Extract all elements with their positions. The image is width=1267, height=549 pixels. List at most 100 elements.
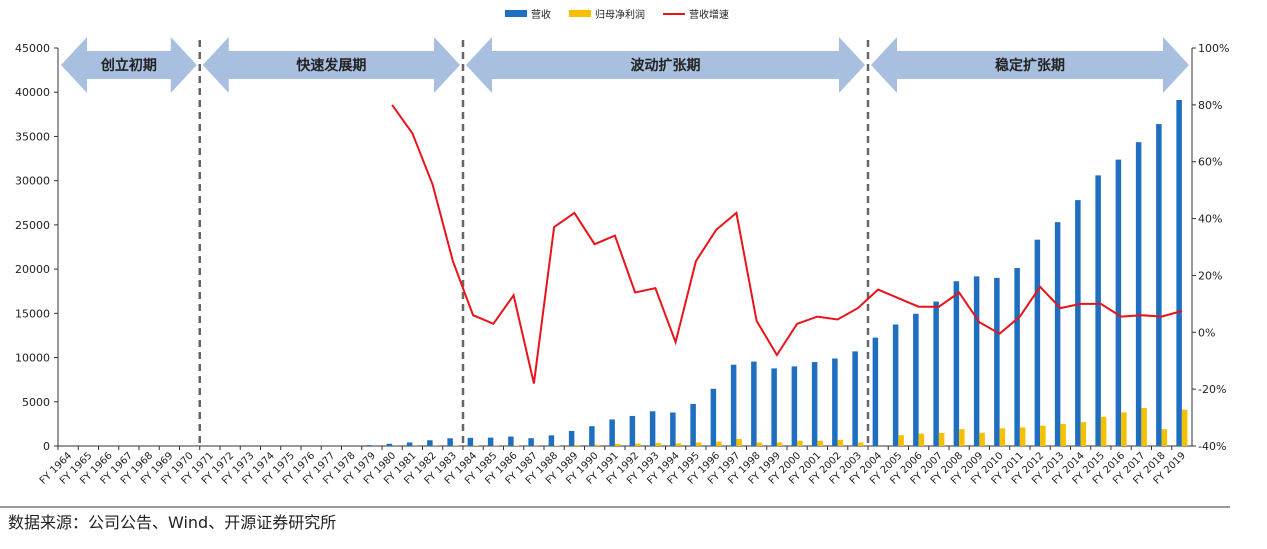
bar <box>792 366 798 446</box>
bar <box>609 419 615 446</box>
phase-label: 快速发展期 <box>296 57 366 74</box>
bar <box>615 444 621 446</box>
bar <box>933 302 939 446</box>
bar <box>711 389 717 446</box>
bar <box>893 324 899 446</box>
bar <box>832 359 838 446</box>
y2-tick-label: -40% <box>1198 440 1226 453</box>
bar <box>366 445 372 446</box>
source-note: 数据来源：公司公告、Wind、开源证券研究所 <box>8 513 336 532</box>
bar <box>913 314 919 446</box>
bar <box>1014 268 1020 446</box>
y-tick-label: 10000 <box>15 352 50 365</box>
bar <box>751 362 757 446</box>
bar <box>554 445 560 446</box>
bar <box>595 445 601 446</box>
bar <box>1020 427 1026 446</box>
bar <box>427 440 433 446</box>
bar <box>919 434 925 446</box>
bar <box>1040 426 1046 446</box>
bar <box>407 442 413 446</box>
bar <box>589 426 595 446</box>
legend-swatch <box>505 10 527 17</box>
bar <box>1136 142 1142 446</box>
y-tick-label: 5000 <box>22 396 50 409</box>
bar <box>676 443 682 446</box>
y2-tick-label: 80% <box>1198 99 1222 112</box>
bar <box>959 429 965 446</box>
bar <box>771 368 777 446</box>
legend-label: 营收增速 <box>689 8 729 21</box>
bar <box>994 278 1000 446</box>
bar <box>1141 408 1147 446</box>
line <box>392 105 1182 384</box>
bar <box>488 438 494 446</box>
y-tick-label: 35000 <box>15 130 50 143</box>
bar <box>1156 124 1162 446</box>
bar <box>1095 175 1101 446</box>
bar <box>954 281 960 446</box>
bar <box>1081 422 1087 446</box>
bar <box>696 442 702 446</box>
bar <box>670 412 676 446</box>
bar <box>1116 160 1122 446</box>
bar <box>757 442 763 446</box>
y2-tick-label: 40% <box>1198 213 1222 226</box>
bar <box>812 362 818 446</box>
bar <box>574 445 580 446</box>
bar <box>447 438 453 446</box>
y2-tick-label: 20% <box>1198 269 1222 282</box>
y-tick-label: 20000 <box>15 263 50 276</box>
y-tick-label: 40000 <box>15 86 50 99</box>
bar <box>549 435 555 446</box>
phase-label: 稳定扩张期 <box>995 57 1065 74</box>
bar <box>838 440 844 446</box>
bar <box>508 437 514 446</box>
y-tick-label: 0 <box>43 440 50 453</box>
phase-label: 波动扩张期 <box>631 57 701 74</box>
bar <box>797 441 803 446</box>
bar <box>1182 410 1188 446</box>
bar <box>387 444 393 446</box>
y2-tick-label: 100% <box>1198 42 1229 55</box>
bar <box>1176 100 1182 446</box>
bar <box>569 431 575 446</box>
bar <box>858 442 864 446</box>
legend-label: 归母净利润 <box>595 8 645 21</box>
y2-tick-label: -20% <box>1198 383 1226 396</box>
bar <box>736 439 742 446</box>
phase-label: 创立初期 <box>100 57 157 74</box>
bar <box>630 416 636 446</box>
bar <box>1121 412 1127 446</box>
bar <box>1055 222 1061 446</box>
legend-swatch <box>569 10 591 17</box>
bar <box>979 433 985 446</box>
bar <box>528 438 534 446</box>
bar <box>817 441 823 446</box>
legend-label: 营收 <box>531 8 551 21</box>
bar <box>1101 417 1107 446</box>
bar <box>1075 200 1081 446</box>
y-tick-label: 45000 <box>15 42 50 55</box>
bar <box>777 442 783 446</box>
y2-tick-label: 0% <box>1198 326 1215 339</box>
bar <box>716 442 722 446</box>
bar <box>898 435 904 446</box>
bar <box>468 438 474 446</box>
bar <box>873 338 879 446</box>
bar <box>655 443 661 446</box>
bar <box>731 365 737 446</box>
bar <box>1162 429 1168 446</box>
y-tick-label: 15000 <box>15 307 50 320</box>
bar <box>1000 428 1006 446</box>
bar <box>852 351 858 446</box>
bar <box>690 404 696 446</box>
bar <box>1035 240 1041 446</box>
y2-tick-label: 60% <box>1198 156 1222 169</box>
bar <box>974 276 980 446</box>
bar <box>939 433 945 446</box>
bar <box>1060 424 1066 446</box>
y-tick-label: 25000 <box>15 219 50 232</box>
y-tick-label: 30000 <box>15 175 50 188</box>
